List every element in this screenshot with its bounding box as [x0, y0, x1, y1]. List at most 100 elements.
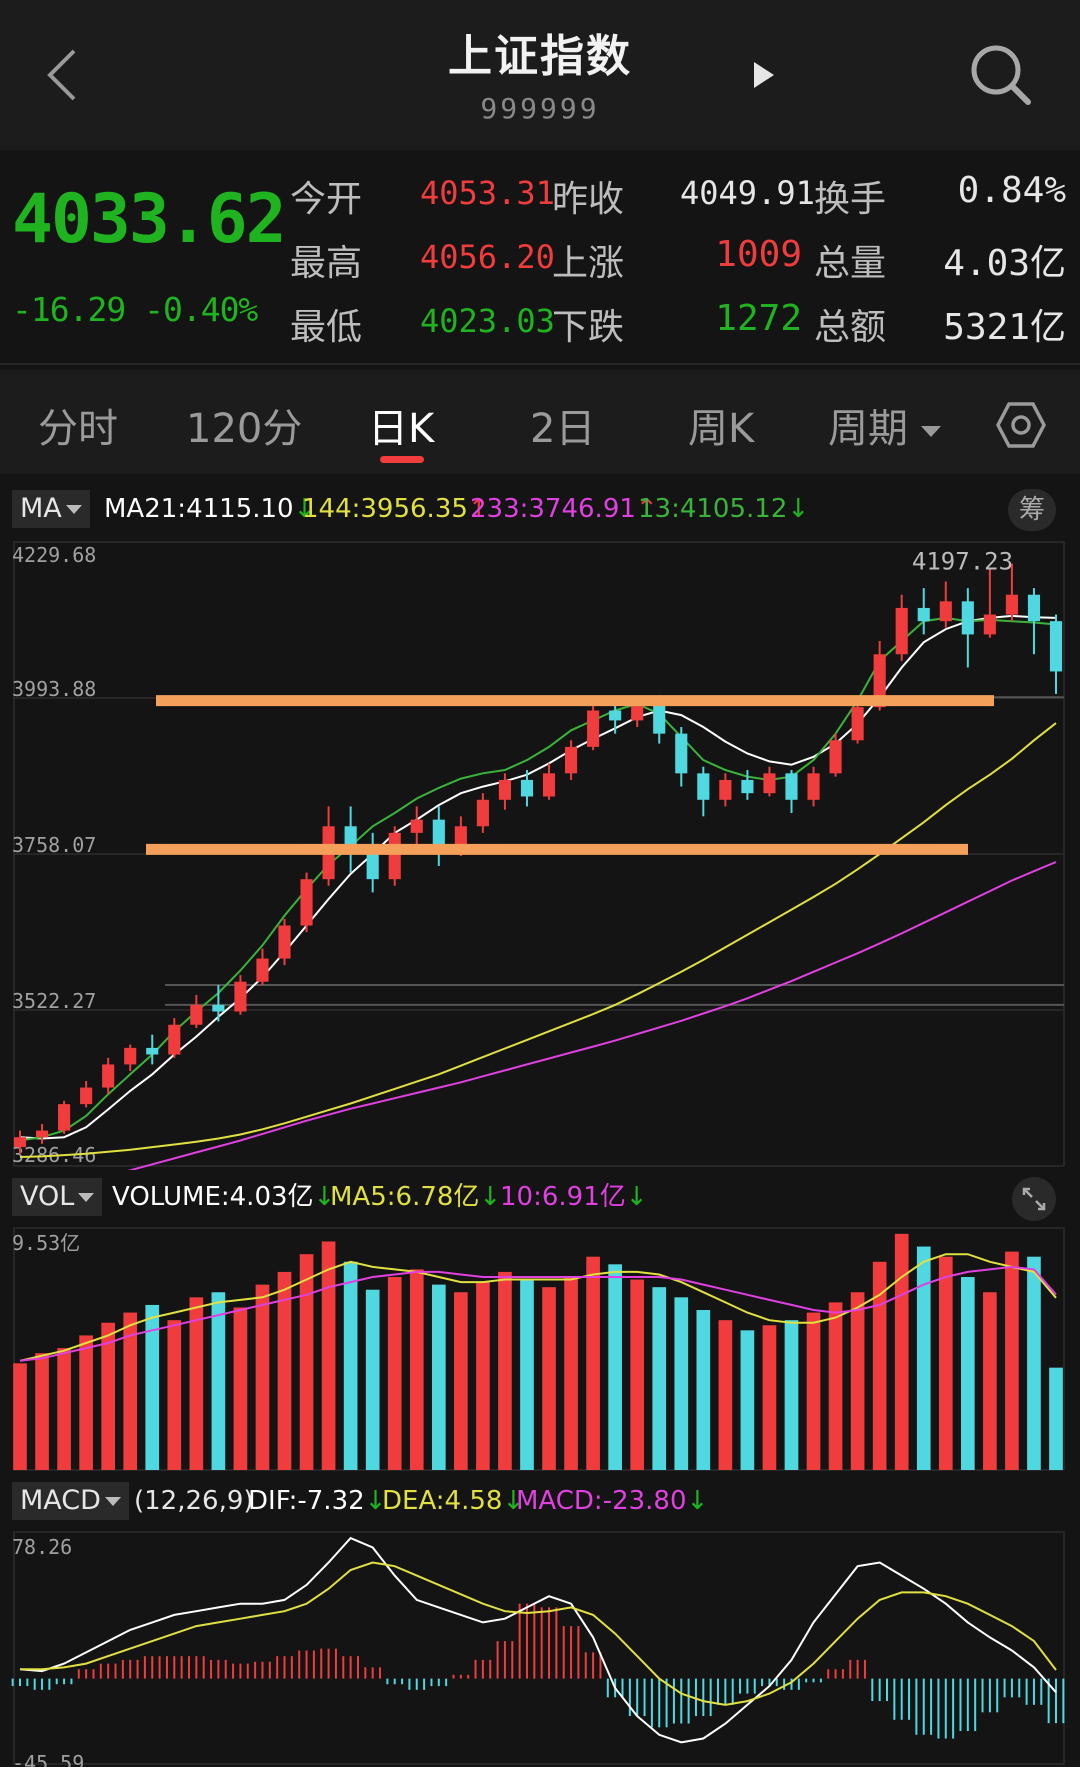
candle-body [829, 740, 842, 774]
volume-bar [916, 1246, 931, 1470]
decliners-label: 下跌 [552, 307, 625, 348]
candle-body [1027, 594, 1041, 622]
volume-bar [387, 1277, 402, 1470]
down-arrow-icon: ↓ [625, 1182, 648, 1212]
candle-body [124, 1047, 137, 1065]
candle-body [763, 773, 776, 794]
candle-body [366, 852, 379, 880]
candle-body [565, 746, 578, 774]
tab-period-dropdown[interactable]: 周期 [828, 396, 941, 454]
ma-line-ma21 [19, 614, 1057, 1140]
high-value: 4056.20 [420, 238, 555, 276]
turnover-value: 0.84% [957, 170, 1066, 211]
tab-2day[interactable]: 2日 [530, 406, 596, 452]
page-title: 上证指数 [448, 31, 632, 82]
plot-frame [13, 1227, 1065, 1471]
vol-ma5-text: MA5:6.78亿 [330, 1182, 480, 1212]
volume-bar [696, 1310, 711, 1470]
volume-bar [894, 1233, 909, 1470]
candle-body [719, 779, 732, 800]
volume-bar [167, 1320, 182, 1470]
volume-bar [586, 1256, 600, 1470]
volume-bar [762, 1325, 777, 1470]
candle-body [939, 601, 952, 622]
caret-down-icon [78, 1193, 95, 1202]
tab-timeshare[interactable]: 分时 [38, 406, 118, 452]
candle-body [741, 779, 754, 794]
volume-bar [365, 1289, 380, 1470]
candle-body [432, 819, 445, 847]
candle-body [1005, 594, 1018, 615]
volume-bar [564, 1277, 578, 1470]
amount-value: 5321亿 [943, 307, 1066, 348]
volume-text: VOLUME:4.03亿 [112, 1182, 314, 1212]
open-value: 4053.31 [420, 174, 555, 212]
ma233-readout: 233:3746.91↑ [470, 494, 658, 524]
advancers-value: 1009 [715, 234, 802, 275]
ma-selector[interactable]: MA [12, 490, 90, 528]
volume-bar [542, 1287, 556, 1470]
volume-bar [718, 1320, 733, 1470]
down-arrow-icon: ↓ [787, 494, 810, 524]
candle-body [1049, 621, 1063, 672]
volume-bar [784, 1320, 799, 1470]
period-tabs: 分时 120分 日K 2日 周K 周期 [0, 370, 1080, 474]
volume-bar [145, 1304, 160, 1470]
candle-body [542, 773, 556, 797]
back-arrow-icon[interactable] [40, 45, 90, 105]
tab-period-label: 周期 [828, 406, 908, 452]
candle-body [983, 614, 996, 635]
ma13-text: 13:4105.12 [638, 494, 788, 524]
candle-body [631, 703, 644, 721]
top-bar: 上证指数 999999 [0, 0, 1080, 150]
chip-distribution-button[interactable]: 筹 [1008, 489, 1056, 531]
search-icon[interactable] [966, 40, 1036, 110]
ma144-text: 144:3956.35 [302, 494, 468, 524]
y-tick-label: 3522.27 [12, 989, 96, 1013]
candlestick-chart[interactable]: 4229.683993.883758.073522.273286.464197.… [0, 536, 1080, 1170]
volume-value: 4.03亿 [943, 243, 1066, 284]
ma21-text: MA21:4115.10 [104, 494, 294, 524]
vol-indicator-bar: VOL VOLUME:4.03亿↓ MA5:6.78亿↓ 10:6.91亿↓ [0, 1172, 1080, 1222]
amount-label: 总额 [814, 307, 887, 348]
volume-label: 总量 [814, 243, 887, 284]
y-tick-label: 4229.68 [12, 543, 96, 567]
candle-body [785, 773, 798, 800]
volume-readout: VOLUME:4.03亿↓ [112, 1182, 335, 1212]
macd-selector[interactable]: MACD [12, 1482, 129, 1520]
candle-body [873, 654, 886, 708]
candle-body [609, 710, 622, 721]
volume-bar [960, 1277, 975, 1470]
dea-readout: DEA:4.58↓ [382, 1486, 524, 1516]
down-arrow-icon: ↓ [502, 1486, 525, 1516]
high-label: 最高 [290, 243, 363, 284]
next-stock-icon[interactable] [752, 60, 776, 90]
candle-body [256, 958, 269, 982]
macd-readout: MACD:-23.80↓ [516, 1486, 708, 1516]
expand-icon[interactable] [1012, 1177, 1056, 1221]
macd-chart[interactable]: 78.26 -45.59 [0, 1528, 1080, 1767]
vol-selector[interactable]: VOL [12, 1178, 103, 1216]
candle-body [300, 879, 313, 926]
candle-body [520, 779, 534, 797]
current-price: 4033.62 [12, 180, 287, 259]
volume-bar [123, 1312, 138, 1470]
tab-daily-k[interactable]: 日K [368, 406, 435, 452]
volume-chart[interactable]: 9.53亿 [0, 1224, 1080, 1474]
ma233-text: 233:3746.91 [470, 494, 636, 524]
vol-line-10 [19, 1265, 1057, 1362]
volume-bar [498, 1271, 512, 1470]
max-price-label: 4197.23 [912, 548, 1013, 576]
settings-hexagon-icon[interactable] [996, 400, 1046, 450]
candle-body [587, 710, 600, 747]
tab-weekly-k[interactable]: 周K [688, 406, 755, 452]
prev-close-value: 4049.91 [680, 174, 815, 212]
vol-ma10-text: 10:6.91亿 [500, 1182, 626, 1212]
quote-panel: 4033.62 -16.29 -0.40% 今开 4053.31 昨收 4049… [0, 150, 1080, 365]
volume-bar [343, 1261, 358, 1470]
candle-body [675, 733, 688, 774]
price-change: -16.29 -0.40% [12, 290, 258, 329]
ma144-readout: 144:3956.35↑ [302, 494, 490, 524]
tab-120min[interactable]: 120分 [186, 406, 303, 452]
volume-bar [983, 1292, 997, 1470]
